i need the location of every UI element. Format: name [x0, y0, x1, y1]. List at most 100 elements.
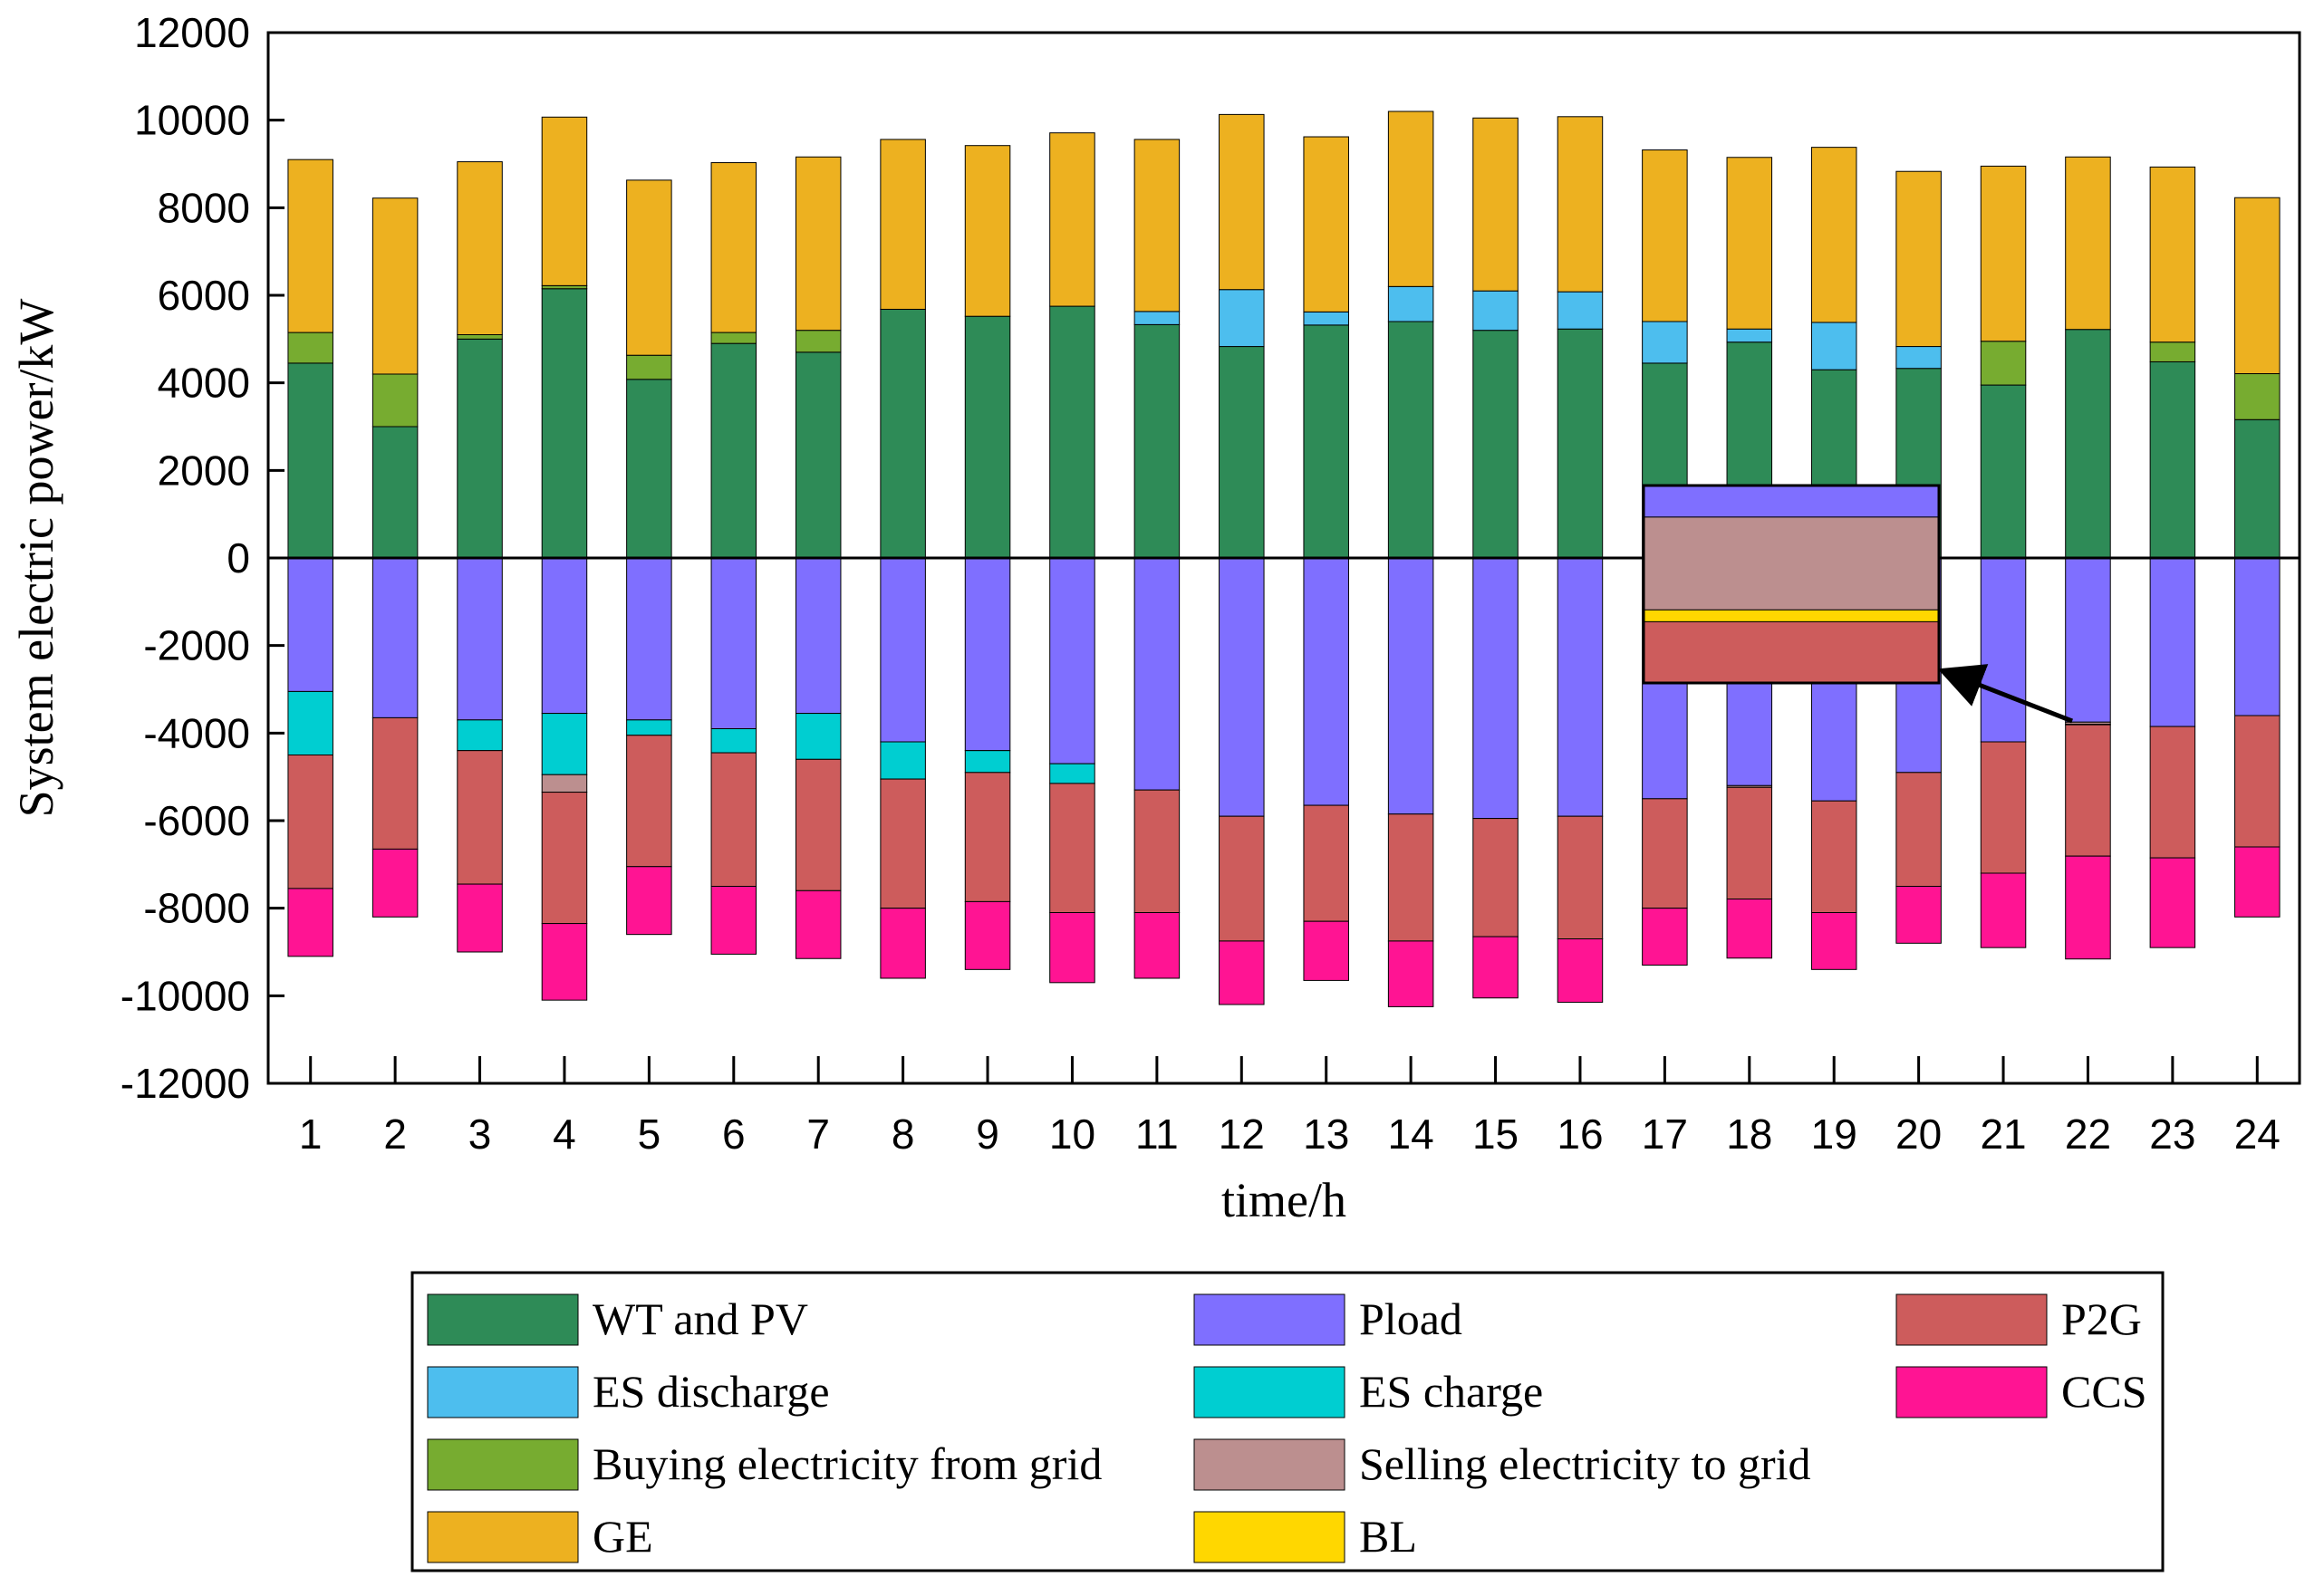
- bar-buying-electricity-from-grid-h7: [796, 331, 841, 352]
- bar-ccs-h8: [881, 909, 926, 978]
- bar-buying-electricity-from-grid-h5: [627, 355, 672, 380]
- x-tick-label: 7: [806, 1110, 830, 1158]
- y-tick-label: 10000: [134, 97, 250, 144]
- bar-wt-and-pv-h9: [965, 316, 1010, 558]
- bar-es-discharge-h17: [1643, 322, 1688, 363]
- bar-buying-electricity-from-grid-h23: [2150, 342, 2195, 362]
- bar-es-charge-h1: [288, 691, 333, 755]
- y-tick-label: 0: [227, 534, 250, 582]
- bar-ccs-h5: [627, 867, 672, 935]
- bar-es-discharge-h16: [1557, 292, 1603, 329]
- x-tick-label: 13: [1303, 1110, 1349, 1158]
- bar-es-discharge-h19: [1811, 322, 1856, 370]
- legend-swatch: [1896, 1367, 2047, 1418]
- bar-ccs-h2: [372, 849, 418, 917]
- y-tick-label: 12000: [134, 9, 250, 56]
- bar-ge-h21: [1981, 166, 2026, 341]
- bar-ccs-h9: [965, 901, 1010, 969]
- x-tick-label: 23: [2149, 1110, 2195, 1158]
- bar-p2g-h15: [1473, 819, 1519, 937]
- bar-pload-h7: [796, 558, 841, 714]
- bar-p2g-h23: [2150, 726, 2195, 858]
- bar-buying-electricity-from-grid-h3: [458, 335, 503, 340]
- bar-pload-h14: [1388, 558, 1433, 814]
- bar-p2g-h11: [1134, 790, 1180, 912]
- bar-p2g-h21: [1981, 742, 2026, 873]
- bar-wt-and-pv-h6: [711, 343, 757, 558]
- y-tick-label: -10000: [121, 972, 250, 1019]
- x-tick-label: 20: [1895, 1110, 1942, 1158]
- bar-es-discharge-h18: [1727, 329, 1772, 342]
- legend-label: Pload: [1359, 1293, 1462, 1344]
- bar-ccs-h3: [458, 884, 503, 952]
- bar-es-discharge-h15: [1473, 291, 1519, 331]
- x-tick-label: 22: [2065, 1110, 2111, 1158]
- bar-buying-electricity-from-grid-h6: [711, 332, 757, 343]
- bar-ge-h17: [1643, 150, 1688, 322]
- inset-segment-p2g: [1644, 621, 1939, 683]
- bar-p2g-h6: [711, 753, 757, 886]
- x-tick-label: 18: [1726, 1110, 1772, 1158]
- bar-ge-h10: [1050, 133, 1095, 306]
- bar-ge-h3: [458, 162, 503, 335]
- y-tick-label: -8000: [143, 885, 250, 932]
- inset-segment-selling-electricity-to-grid: [1644, 517, 1939, 610]
- bar-p2g-h10: [1050, 784, 1095, 913]
- bar-ge-h22: [2066, 157, 2111, 329]
- y-tick-label: 8000: [158, 184, 250, 231]
- bar-pload-h10: [1050, 558, 1095, 764]
- bar-ge-h13: [1304, 137, 1349, 312]
- bar-wt-and-pv-h2: [372, 427, 418, 558]
- x-tick-label: 19: [1811, 1110, 1857, 1158]
- bar-pload-h23: [2150, 558, 2195, 726]
- bar-pload-h16: [1557, 558, 1603, 816]
- bar-pload-h24: [2235, 558, 2281, 716]
- legend-swatch: [1194, 1294, 1345, 1345]
- x-tick-label: 21: [1980, 1110, 2026, 1158]
- legend-swatch: [428, 1367, 578, 1418]
- legend-swatch: [428, 1294, 578, 1345]
- bar-ge-h2: [372, 198, 418, 374]
- x-tick-label: 10: [1049, 1110, 1095, 1158]
- bar-pload-h3: [458, 558, 503, 720]
- bar-ge-h23: [2150, 167, 2195, 341]
- bar-ge-h12: [1220, 114, 1265, 289]
- bar-pload-h1: [288, 558, 333, 691]
- bar-wt-and-pv-h11: [1134, 324, 1180, 558]
- bar-p2g-h22: [2066, 725, 2111, 856]
- bar-ge-h7: [796, 157, 841, 330]
- bar-ccs-h1: [288, 889, 333, 957]
- bar-pload-h9: [965, 558, 1010, 751]
- bar-pload-h15: [1473, 558, 1519, 819]
- bar-ccs-h6: [711, 887, 757, 955]
- legend-swatch: [428, 1439, 578, 1490]
- x-tick-label: 8: [892, 1110, 915, 1158]
- bar-wt-and-pv-h24: [2235, 419, 2281, 558]
- legend-label: Buying electricity from grid: [593, 1438, 1102, 1489]
- bar-p2g-h19: [1811, 801, 1856, 912]
- bar-buying-electricity-from-grid-h2: [372, 374, 418, 427]
- bar-wt-and-pv-h10: [1050, 306, 1095, 558]
- x-tick-label: 1: [299, 1110, 323, 1158]
- bar-wt-and-pv-h8: [881, 309, 926, 558]
- x-tick-label: 15: [1472, 1110, 1519, 1158]
- bar-pload-h12: [1220, 558, 1265, 816]
- bar-ge-h16: [1557, 117, 1603, 292]
- bar-ccs-h19: [1811, 913, 1856, 970]
- bar-es-charge-h4: [542, 714, 587, 775]
- bar-pload-h21: [1981, 558, 2026, 742]
- bar-ge-h18: [1727, 158, 1772, 329]
- bar-p2g-h4: [542, 793, 587, 924]
- bar-ge-h6: [711, 163, 757, 333]
- bar-buying-electricity-from-grid-h21: [1981, 341, 2026, 385]
- bar-wt-and-pv-h14: [1388, 322, 1433, 558]
- bar-es-discharge-h11: [1134, 312, 1180, 325]
- bar-p2g-h8: [881, 779, 926, 909]
- bar-pload-h11: [1134, 558, 1180, 790]
- bar-wt-and-pv-h16: [1557, 329, 1603, 558]
- bar-p2g-h18: [1727, 787, 1772, 899]
- x-axis-title: time/h: [1221, 1173, 1346, 1227]
- x-tick-label: 17: [1642, 1110, 1688, 1158]
- y-tick-label: -6000: [143, 797, 250, 844]
